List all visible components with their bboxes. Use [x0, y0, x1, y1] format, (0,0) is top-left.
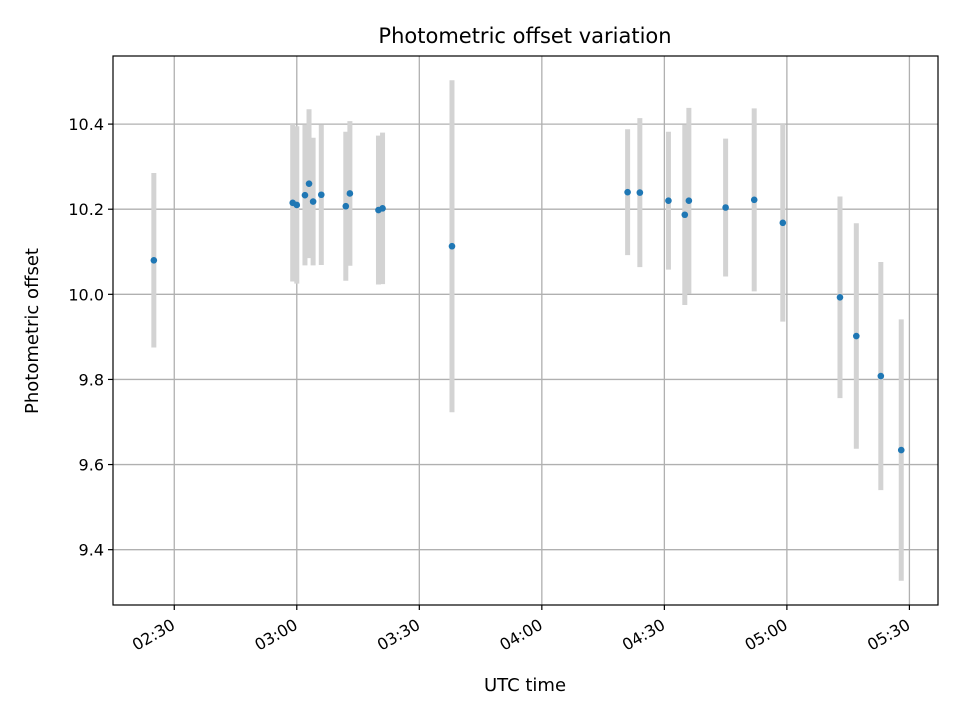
y-tick-label: 9.4 — [79, 541, 104, 560]
y-tick-label: 9.6 — [79, 456, 104, 475]
x-tick-label: 05:30 — [864, 615, 913, 655]
data-point — [317, 191, 325, 199]
x-tick-label: 03:30 — [374, 615, 423, 655]
data-point — [722, 204, 729, 211]
y-tick-label: 9.8 — [79, 370, 104, 389]
data-point — [897, 446, 905, 454]
data-point — [346, 190, 354, 197]
plot-frame — [112, 55, 939, 606]
data-point — [877, 372, 885, 380]
y-axis-ticks: 9.4 9.6 9.8 10.0 10.2 10.4 — [68, 115, 113, 560]
data-point — [853, 332, 860, 340]
y-tick-label: 10.4 — [68, 115, 104, 134]
data-point — [293, 201, 301, 209]
data-point — [150, 256, 158, 264]
data-point — [665, 197, 672, 204]
data-point — [624, 188, 631, 196]
grid-lines — [113, 56, 938, 605]
x-tick-label: 04:00 — [496, 615, 545, 655]
chart-title: Photometric offset variation — [378, 24, 671, 48]
x-tick-label: 02:30 — [129, 615, 178, 655]
y-tick-label: 10.2 — [68, 200, 104, 219]
data-point — [636, 189, 644, 196]
y-tick-label: 10.0 — [68, 285, 104, 304]
data-point — [779, 219, 787, 227]
data-point — [448, 242, 456, 250]
error-bars — [151, 80, 904, 581]
y-axis-title: Photometric offset — [22, 248, 43, 414]
data-point — [301, 191, 309, 199]
x-tick-label: 04:30 — [619, 615, 668, 655]
data-point — [750, 196, 758, 204]
x-axis-ticks: 02:30 03:00 03:30 04:00 04:30 05:00 05:30 — [129, 605, 913, 655]
x-axis-title: UTC time — [484, 675, 566, 696]
x-tick-label: 05:00 — [741, 615, 790, 655]
data-point — [305, 180, 313, 187]
data-point — [685, 197, 693, 204]
data-point — [836, 294, 844, 301]
data-point — [309, 198, 317, 205]
data-points — [150, 180, 905, 454]
data-point — [681, 211, 689, 219]
data-point — [379, 205, 386, 212]
data-point — [342, 202, 350, 210]
x-tick-label: 03:00 — [251, 615, 300, 655]
